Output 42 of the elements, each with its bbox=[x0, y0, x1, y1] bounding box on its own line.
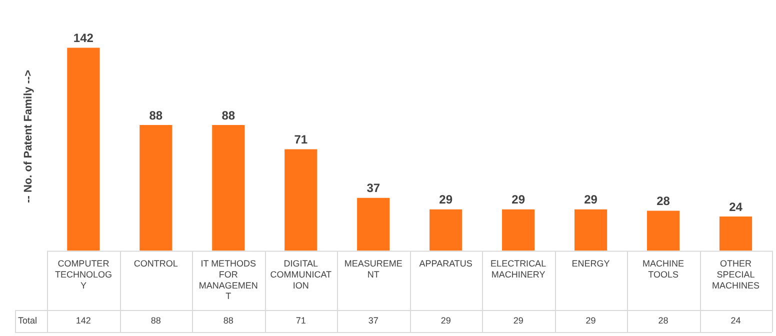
x-tick-label: ENERGY bbox=[572, 258, 610, 269]
data-label: 29 bbox=[440, 315, 451, 326]
x-tick-label: MACHINE TOOLS bbox=[642, 258, 684, 280]
y-axis-title: -- No. of Patent Family --> bbox=[22, 70, 35, 203]
data-label: 71 bbox=[296, 315, 306, 326]
x-tick-label: CONTROL bbox=[134, 258, 178, 269]
total-label: 29 bbox=[584, 192, 598, 207]
total-label: 24 bbox=[729, 200, 743, 214]
total-label: 142 bbox=[73, 31, 94, 46]
data-label: 28 bbox=[658, 315, 668, 326]
bar bbox=[719, 216, 752, 251]
data-label: 37 bbox=[368, 315, 378, 326]
total-label: 29 bbox=[439, 192, 453, 207]
x-tick-label: APPARATUS bbox=[419, 258, 472, 269]
data-label: 29 bbox=[586, 315, 596, 326]
bar bbox=[67, 48, 100, 251]
bar bbox=[212, 124, 245, 251]
bar bbox=[357, 198, 390, 251]
total-label: 29 bbox=[512, 192, 526, 207]
total-label: 71 bbox=[294, 132, 308, 147]
x-tick-label: IT METHODS FOR MANAGEMENT bbox=[198, 258, 258, 302]
bar bbox=[430, 209, 462, 251]
data-label: 29 bbox=[513, 315, 524, 326]
total-label: 37 bbox=[366, 181, 380, 196]
bar bbox=[140, 124, 172, 251]
text: Total bbox=[18, 315, 38, 326]
data-label: 142 bbox=[76, 315, 91, 326]
data-label: 24 bbox=[730, 315, 741, 326]
bar bbox=[284, 149, 318, 251]
total-label: 88 bbox=[149, 108, 163, 122]
data-label: 88 bbox=[150, 315, 161, 326]
x-tick-label: OTHER SPECIAL MACHINES bbox=[712, 258, 760, 290]
x-tick-label: DIGITAL COMMUNICATION bbox=[270, 258, 332, 290]
x-tick-label: COMPUTER TECHNOLOGY bbox=[54, 258, 112, 290]
total-label: 28 bbox=[656, 194, 670, 208]
x-tick-label: MEASUREMENT bbox=[344, 258, 402, 280]
x-tick-label: ELECTRICAL MACHINERY bbox=[490, 258, 546, 280]
bar bbox=[574, 209, 608, 251]
data-label: 88 bbox=[223, 315, 234, 326]
bar bbox=[646, 210, 680, 251]
total-label: 88 bbox=[222, 108, 236, 122]
bar bbox=[502, 209, 535, 251]
